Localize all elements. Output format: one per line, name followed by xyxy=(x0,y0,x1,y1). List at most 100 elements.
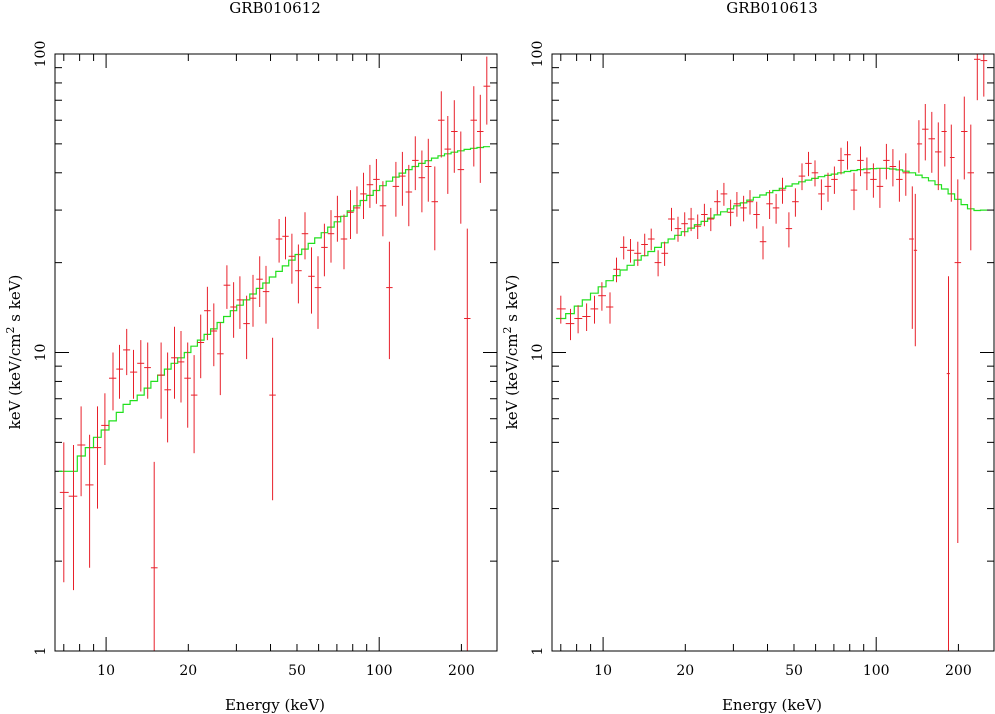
data-point xyxy=(386,241,393,360)
x-tick-label: 20 xyxy=(179,663,197,679)
data-point xyxy=(574,305,583,334)
y-tick-label: 100 xyxy=(33,41,49,68)
data-point xyxy=(101,393,109,465)
data-point xyxy=(379,181,387,237)
y-axis-label: keV (keV/cm2 s keV) xyxy=(501,275,521,430)
data-point xyxy=(902,153,910,196)
data-point xyxy=(405,164,413,227)
data-point xyxy=(641,233,648,257)
data-point xyxy=(917,120,923,173)
data-point xyxy=(681,212,688,237)
x-axis-label: Energy (keV) xyxy=(722,696,822,714)
data-point xyxy=(967,124,974,251)
data-point xyxy=(883,143,890,180)
x-tick-label: 10 xyxy=(594,663,612,679)
data-point xyxy=(961,96,968,180)
data-point xyxy=(418,150,426,213)
data-point xyxy=(399,151,406,206)
y-tick-label: 10 xyxy=(530,344,546,362)
data-point xyxy=(217,322,224,396)
data-point xyxy=(301,212,309,260)
chart-panel-grb010613: GRB010613 keV (keV/cm2 s keV) Energy (ke… xyxy=(501,0,995,714)
x-tick-label: 100 xyxy=(366,663,393,679)
data-point xyxy=(184,342,191,428)
plot-frame xyxy=(551,53,995,652)
data-point xyxy=(334,195,341,242)
data-point xyxy=(785,212,793,248)
data-point xyxy=(262,265,270,324)
data-point xyxy=(946,276,950,651)
chart-title: GRB010612 xyxy=(229,0,321,17)
data-point xyxy=(818,179,825,211)
data-point xyxy=(654,250,662,277)
data-point xyxy=(922,104,929,161)
y-tick-label: 1 xyxy=(33,647,49,656)
data-point xyxy=(928,111,935,173)
data-point xyxy=(85,434,94,568)
y-axis-label-tail: s keV) xyxy=(503,275,521,327)
data-point xyxy=(353,186,361,234)
y-axis-label: keV (keV/cm2 s keV) xyxy=(4,275,24,430)
data-point xyxy=(779,177,786,204)
data-point xyxy=(798,163,806,191)
data-point xyxy=(831,166,838,194)
data-point xyxy=(896,160,903,202)
data-point xyxy=(687,207,695,232)
x-tick-label: 10 xyxy=(97,663,115,679)
data-point xyxy=(144,342,151,399)
y-axis-label-superscript: 2 xyxy=(501,326,514,333)
data-point xyxy=(392,161,400,217)
data-point xyxy=(590,295,599,324)
data-point xyxy=(223,265,231,309)
data-point xyxy=(613,257,621,283)
data-point xyxy=(870,163,877,198)
data-point xyxy=(321,223,328,277)
data-point xyxy=(470,86,477,167)
data-point xyxy=(759,226,767,260)
data-point xyxy=(464,228,471,651)
data-point xyxy=(123,328,131,376)
data-point xyxy=(714,190,721,215)
data-point xyxy=(282,216,289,260)
data-point xyxy=(412,136,419,191)
data-point xyxy=(327,210,335,263)
data-point xyxy=(236,276,244,329)
data-point xyxy=(949,124,955,202)
y-tick-label: 1 xyxy=(530,647,546,656)
data-point xyxy=(674,216,682,242)
data-point xyxy=(772,193,780,224)
data-point xyxy=(634,241,642,266)
data-point xyxy=(766,190,773,219)
data-point xyxy=(295,244,302,304)
data-point xyxy=(598,282,606,311)
data-point xyxy=(347,190,354,239)
data-point xyxy=(457,131,465,224)
data-point xyxy=(941,104,947,167)
data-point xyxy=(694,214,702,239)
data-point xyxy=(171,326,178,399)
tick-group: 10 20 50 100 200 1 10 100 xyxy=(530,41,994,679)
y-axis-label-superscript: 2 xyxy=(4,326,17,333)
data-point xyxy=(130,349,138,399)
data-point xyxy=(811,160,819,187)
tick-group: 10 20 50 100 200 1 10 100 xyxy=(33,41,497,679)
data-point xyxy=(627,239,635,263)
data-layer xyxy=(556,54,988,651)
y-axis-label-main: keV (keV/cm xyxy=(6,333,24,429)
y-tick-label: 100 xyxy=(530,41,546,68)
data-point xyxy=(150,461,158,651)
data-point xyxy=(190,355,198,454)
data-point xyxy=(909,186,914,329)
data-point xyxy=(373,159,380,204)
data-point xyxy=(850,172,858,211)
data-point xyxy=(210,303,218,367)
data-point xyxy=(792,188,799,217)
data-point xyxy=(314,256,322,329)
data-point xyxy=(857,146,864,177)
model-step-line xyxy=(58,146,490,472)
data-point xyxy=(837,147,845,175)
data-point xyxy=(483,56,491,125)
chart-title: GRB010613 xyxy=(726,0,818,17)
data-point xyxy=(876,168,884,208)
